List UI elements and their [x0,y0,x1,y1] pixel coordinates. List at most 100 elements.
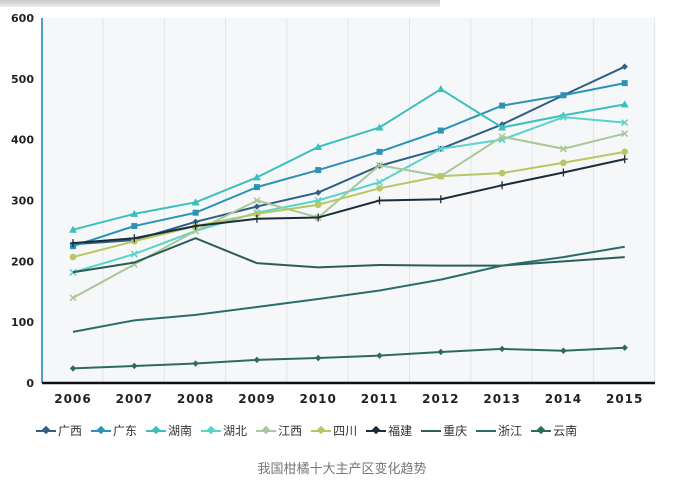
x-marker [130,250,138,258]
x-marker [621,130,629,138]
diamond-marker [621,63,628,70]
legend-item: 湖南 [146,422,192,439]
triangle-marker [130,209,139,217]
triangle-marker [69,225,77,233]
x-marker [559,145,567,153]
legend-label: 云南 [553,424,578,438]
square-marker [560,92,567,99]
diamond-marker [498,345,506,353]
diamond-marker [253,356,261,364]
triangle-marker [498,123,507,131]
plus-marker [376,196,383,205]
legend: 广西 广东 湖南 湖北 江西 四川 福建 重庆 浙江 云南 [36,422,577,439]
diamond-marker [621,344,628,351]
circle-marker [314,201,322,209]
legend-item: 湖北 [201,422,247,439]
diamond-marker [376,352,383,359]
triangle-marker [620,100,629,108]
series-9 [69,344,628,372]
legend-label: 广西 [58,424,83,438]
series-line [72,150,625,259]
circle-marker [69,253,77,261]
legend-label: 浙江 [498,424,523,438]
diamond-marker [69,365,77,372]
legend-swatch [256,425,277,434]
legend-item: 重庆 [421,422,467,439]
y-tick-label: 100 [11,316,34,329]
circle-marker [498,169,506,177]
square-marker [253,184,260,191]
legend-swatch [311,425,332,434]
diamond-marker [192,360,199,367]
x-tick-label: 2011 [361,392,398,406]
series-line [72,245,625,333]
legend-label: 重庆 [443,424,468,438]
diamond-marker [315,189,322,196]
series-2 [69,85,629,233]
series-line [72,82,625,248]
plus-marker [499,181,506,190]
circle-marker [253,210,261,218]
legend-swatch [201,425,222,434]
x-tick-label: 2009 [238,392,275,406]
plus-marker [192,222,199,231]
square-marker [315,167,322,174]
square-marker [621,80,628,87]
chart-caption: 我国柑橘十大主产区变化趋势 [257,462,427,477]
triangle-marker [314,142,323,150]
plus-marker [70,239,76,248]
x-marker [253,196,261,205]
x-marker [375,161,384,169]
legend-item: 江西 [256,422,302,439]
series-8 [72,245,625,333]
legend-label: 福建 [388,424,413,438]
circle-marker [437,172,445,180]
diamond-marker [131,362,138,370]
square-marker [192,209,199,216]
triangle-marker [191,198,200,206]
circle-marker [560,159,567,167]
x-marker [621,119,629,127]
legend-swatch [366,425,387,434]
plus-marker [315,213,322,222]
legend-item: 浙江 [476,422,522,439]
legend-label: 湖北 [223,424,248,438]
series-line [72,65,626,246]
triangle-marker [436,85,445,93]
square-marker [131,223,138,230]
x-tick-label: 2012 [422,392,459,406]
plus-marker [437,195,444,204]
diamond-marker [253,203,261,210]
square-marker [499,102,506,109]
series-line [72,132,625,299]
legend-item: 云南 [531,422,577,439]
y-tick-label: 400 [11,134,34,147]
series-7 [72,237,625,274]
plus-marker [131,234,138,243]
series-line [72,87,625,231]
plus-marker [560,168,567,177]
square-marker [437,127,444,134]
y-tick-label: 300 [11,195,34,208]
y-tick-label: 0 [26,377,34,390]
x-tick-label: 2010 [299,392,336,406]
x-marker [69,294,77,302]
x-marker [192,227,200,235]
legend-swatch [421,429,442,432]
diamond-marker [437,348,444,356]
legend-item: 广东 [91,422,137,439]
plus-marker [621,155,628,164]
triangle-marker [252,173,261,181]
legend-label: 广东 [113,424,138,438]
series-line [72,158,625,245]
legend-swatch [36,425,56,434]
series-line [72,237,625,274]
diamond-marker [560,347,567,354]
triangle-marker [375,123,384,131]
x-marker [559,113,567,121]
line-chart: 2006 2007 2008 2009 2010 2011 2012 2013 2014 2015… [11,12,656,406]
legend-label: 四川 [333,424,358,438]
y-tick-label: 600 [11,12,34,25]
legend-item: 四川 [311,422,357,439]
plus-marker [253,214,260,223]
